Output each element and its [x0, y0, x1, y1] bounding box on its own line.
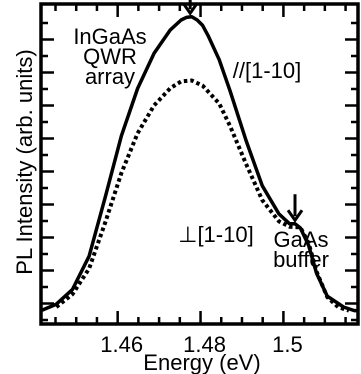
annotation-text: GaAs: [273, 227, 328, 252]
annotation-arrowhead: [286, 209, 304, 223]
label-perpendicular-polarization: ⊥[1-10]: [178, 222, 253, 247]
x-tick-label: 1.46: [100, 332, 143, 357]
annotation-text: QWR: [83, 44, 137, 69]
x-tick-label: 1.5: [272, 332, 303, 357]
annotation-text: //[1-10]: [233, 58, 301, 83]
x-tick-label: 1.48: [183, 332, 226, 357]
annotation-text: InGaAs: [73, 24, 146, 49]
y-axis-label: PL Intensity (arb. units): [12, 49, 37, 274]
annotation-text: buffer: [273, 247, 329, 272]
x-axis-label: Energy (eV): [143, 350, 260, 374]
label-parallel-polarization: //[1-10]: [233, 58, 301, 83]
annotation-arrowhead: [181, 2, 199, 16]
annotation-text: array: [85, 64, 135, 89]
series-perpendicular-line: [55, 78, 350, 313]
annotation-text: ⊥[1-10]: [178, 222, 253, 247]
